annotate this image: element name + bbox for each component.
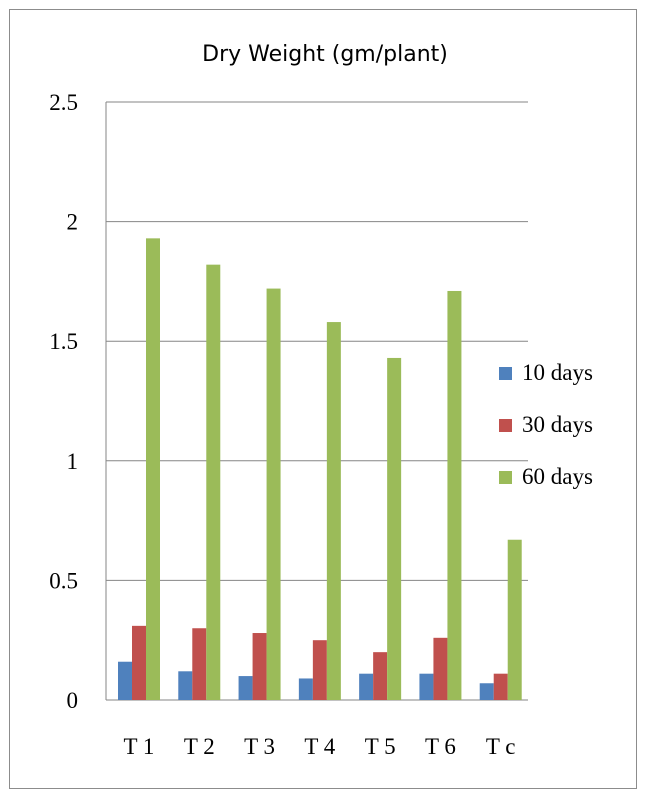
legend-swatch (499, 419, 512, 432)
bar-60-days-Tc (507, 539, 522, 700)
y-axis-ticks: 0 0.5 1 1.5 2 2.5 (49, 90, 78, 713)
bar-30-days-T2 (192, 628, 207, 700)
bar-30-days-T5 (373, 652, 388, 700)
x-tick-label: T 5 (365, 734, 396, 759)
bar-30-days-T4 (312, 640, 327, 700)
y-tick-label: 1 (67, 449, 79, 474)
bar-10-days-T1 (118, 661, 132, 700)
bar-60-days-T3 (266, 288, 281, 700)
y-tick-label: 2.5 (49, 90, 78, 115)
legend: 10 days 30 days 60 days (499, 360, 593, 489)
legend-label: 10 days (522, 360, 593, 385)
bar-30-days-Tc (493, 673, 508, 700)
bar-10-days-T6 (419, 673, 434, 700)
x-axis-ticks: T 1 T 2 T 3 T 4 T 5 T 6 T c (124, 734, 516, 759)
bar-60-days-T4 (326, 322, 341, 700)
x-tick-label: T 2 (184, 734, 215, 759)
bar-30-days-T6 (433, 637, 448, 700)
y-tick-label: 1.5 (49, 329, 78, 354)
bar-10-days-T3 (238, 676, 253, 700)
y-tick-label: 2 (67, 210, 79, 235)
y-tick-label: 0 (67, 688, 79, 713)
bar-10-days-T2 (178, 671, 193, 700)
bar-10-days-T5 (359, 673, 374, 700)
bar-60-days-T5 (387, 357, 402, 700)
x-tick-label: T c (486, 734, 516, 759)
bar-60-days-T2 (206, 264, 221, 700)
bars (118, 238, 522, 700)
bar-60-days-T1 (146, 238, 160, 700)
bar-10-days-T4 (298, 678, 313, 700)
bar-30-days-T3 (252, 633, 267, 700)
bar-30-days-T1 (132, 625, 146, 700)
legend-swatch (499, 367, 512, 380)
bar-10-days-Tc (479, 683, 494, 700)
x-tick-label: T 4 (304, 734, 335, 759)
x-tick-label: T 1 (124, 734, 155, 759)
y-tick-label: 0.5 (49, 568, 78, 593)
x-tick-label: T 6 (425, 734, 456, 759)
legend-swatch (499, 471, 512, 484)
gridlines (105, 101, 528, 701)
legend-label: 60 days (522, 464, 593, 489)
chart-title: Dry Weight (gm/plant) (202, 42, 448, 67)
legend-label: 30 days (522, 412, 593, 437)
x-tick-label: T 3 (244, 734, 275, 759)
bar-60-days-T6 (447, 290, 462, 700)
